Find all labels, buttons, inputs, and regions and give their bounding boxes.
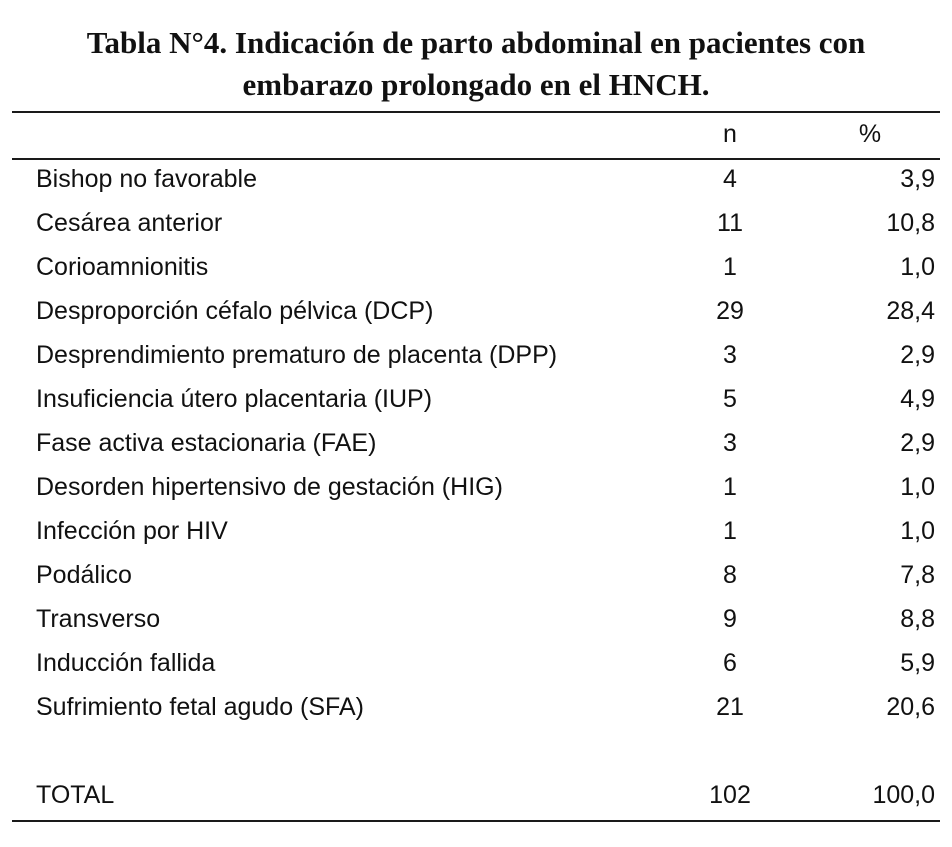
row-percent: 10,8 bbox=[886, 209, 935, 237]
row-percent: 2,9 bbox=[900, 429, 935, 457]
row-percent: 4,9 bbox=[900, 385, 935, 413]
row-n: 29 bbox=[716, 297, 744, 325]
row-n: 1 bbox=[723, 473, 737, 501]
total-n: 102 bbox=[709, 781, 751, 809]
table-header-rule bbox=[12, 158, 940, 160]
row-label: Inducción fallida bbox=[36, 649, 216, 677]
row-n: 6 bbox=[723, 649, 737, 677]
row-percent: 2,9 bbox=[900, 341, 935, 369]
row-n: 1 bbox=[723, 253, 737, 281]
row-label: Desproporción céfalo pélvica (DCP) bbox=[36, 297, 434, 325]
row-label: Desorden hipertensivo de gestación (HIG) bbox=[36, 473, 503, 501]
row-n: 8 bbox=[723, 561, 737, 589]
row-n: 3 bbox=[723, 341, 737, 369]
table-bottom-rule bbox=[12, 820, 940, 822]
row-percent: 8,8 bbox=[900, 605, 935, 633]
table-title-line-1: Tabla N°4. Indicación de parto abdominal… bbox=[86, 25, 866, 60]
row-label: Sufrimiento fetal agudo (SFA) bbox=[36, 693, 364, 721]
total-percent: 100,0 bbox=[872, 781, 935, 809]
row-percent: 3,9 bbox=[900, 165, 935, 193]
row-label: Transverso bbox=[36, 605, 161, 633]
row-percent: 7,8 bbox=[900, 561, 935, 589]
row-n: 1 bbox=[723, 517, 737, 545]
row-percent: 1,0 bbox=[900, 517, 935, 545]
row-label: Desprendimiento prematuro de placenta (D… bbox=[36, 341, 558, 369]
row-n: 3 bbox=[723, 429, 737, 457]
row-label: Cesárea anterior bbox=[36, 209, 223, 237]
total-label: TOTAL bbox=[36, 781, 115, 809]
row-label: Infección por HIV bbox=[36, 517, 228, 545]
row-n: 11 bbox=[717, 209, 743, 237]
table-title: Tabla N°4. Indicación de parto abdominal… bbox=[0, 22, 952, 106]
row-n: 4 bbox=[723, 165, 737, 193]
column-header-n: n bbox=[723, 120, 737, 148]
row-percent: 5,9 bbox=[900, 649, 935, 677]
row-label: Podálico bbox=[36, 561, 132, 589]
row-label: Bishop no favorable bbox=[36, 165, 257, 193]
row-label: Corioamnionitis bbox=[36, 253, 209, 281]
row-n: 9 bbox=[723, 605, 737, 633]
row-percent: 1,0 bbox=[900, 473, 935, 501]
row-n: 5 bbox=[723, 385, 737, 413]
row-label: Insuficiencia útero placentaria (IUP) bbox=[36, 385, 433, 413]
row-label: Fase activa estacionaria (FAE) bbox=[36, 429, 377, 457]
column-header-percent: % bbox=[858, 120, 882, 148]
table-title-line-2: embarazo prolongado en el HNCH. bbox=[242, 67, 710, 102]
table-top-rule bbox=[12, 111, 940, 113]
row-percent: 20,6 bbox=[886, 693, 935, 721]
row-percent: 28,4 bbox=[886, 297, 935, 325]
row-n: 21 bbox=[716, 693, 744, 721]
row-percent: 1,0 bbox=[900, 253, 935, 281]
